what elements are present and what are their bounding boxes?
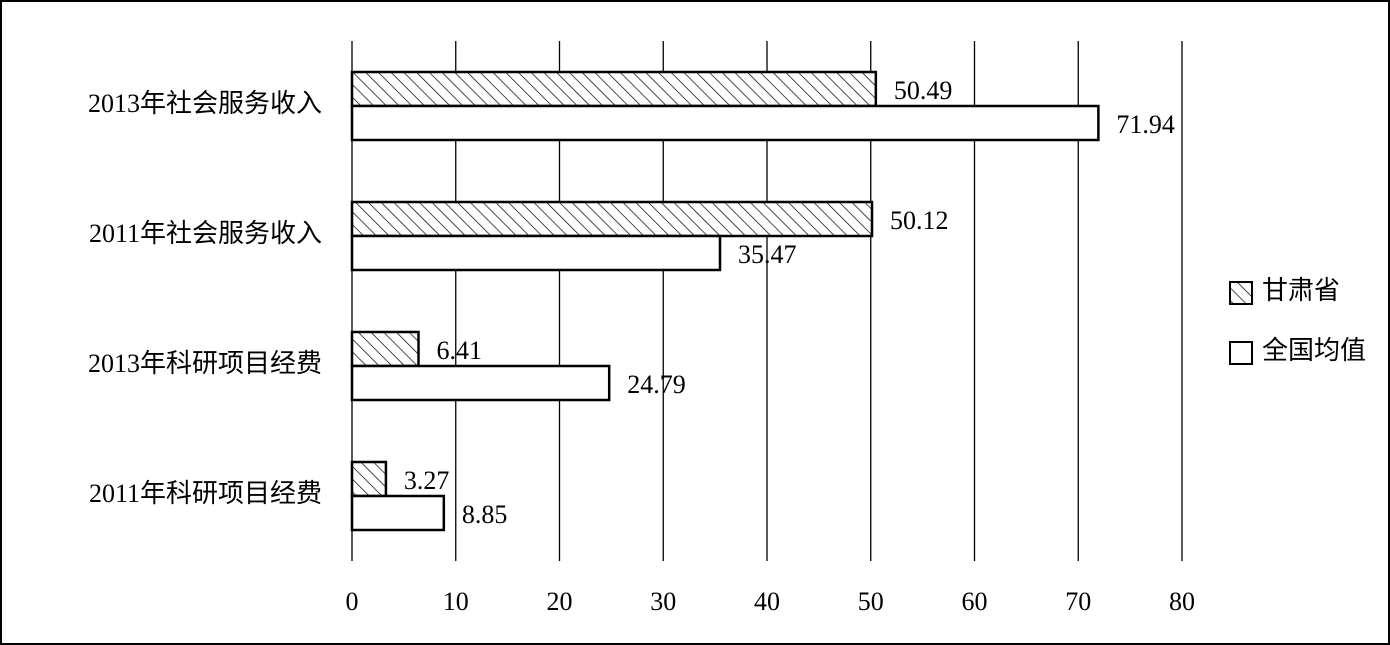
x-tick-label: 20: [547, 587, 573, 616]
bar: [350, 234, 722, 272]
x-tick-label: 30: [650, 587, 676, 616]
x-tick-label: 80: [1169, 587, 1195, 616]
data-label: 35.47: [738, 240, 797, 269]
x-tick-label: 70: [1065, 587, 1091, 616]
x-tick-label: 10: [443, 587, 469, 616]
x-tick-label: 60: [962, 587, 988, 616]
data-label: 8.85: [462, 500, 508, 529]
data-label: 71.94: [1116, 110, 1175, 139]
data-label: 3.27: [404, 466, 450, 495]
data-label: 50.12: [890, 206, 949, 235]
x-tick-label: 40: [754, 587, 780, 616]
x-tick-label: 0: [346, 587, 359, 616]
x-tick-label: 50: [858, 587, 884, 616]
y-tick-label: 2013年科研项目经费: [88, 349, 322, 378]
legend-swatch: [1229, 281, 1253, 305]
bar: [350, 104, 1100, 142]
legend-label: 甘肃省: [1262, 276, 1340, 305]
bar: [350, 70, 878, 108]
data-label: 24.79: [627, 370, 686, 399]
bar: [350, 330, 420, 368]
y-tick-label: 2013年社会服务收入: [88, 89, 322, 118]
legend-label: 全国均值: [1262, 336, 1366, 365]
y-tick-label: 2011年科研项目经费: [89, 479, 322, 508]
y-tick-label: 2011年社会服务收入: [89, 219, 322, 248]
data-label: 6.41: [437, 336, 483, 365]
data-label: 50.49: [894, 76, 953, 105]
legend-swatch: [1229, 341, 1253, 365]
bar: [350, 460, 388, 498]
bar: [350, 364, 611, 402]
bar: [350, 494, 446, 532]
bar: [350, 200, 874, 238]
